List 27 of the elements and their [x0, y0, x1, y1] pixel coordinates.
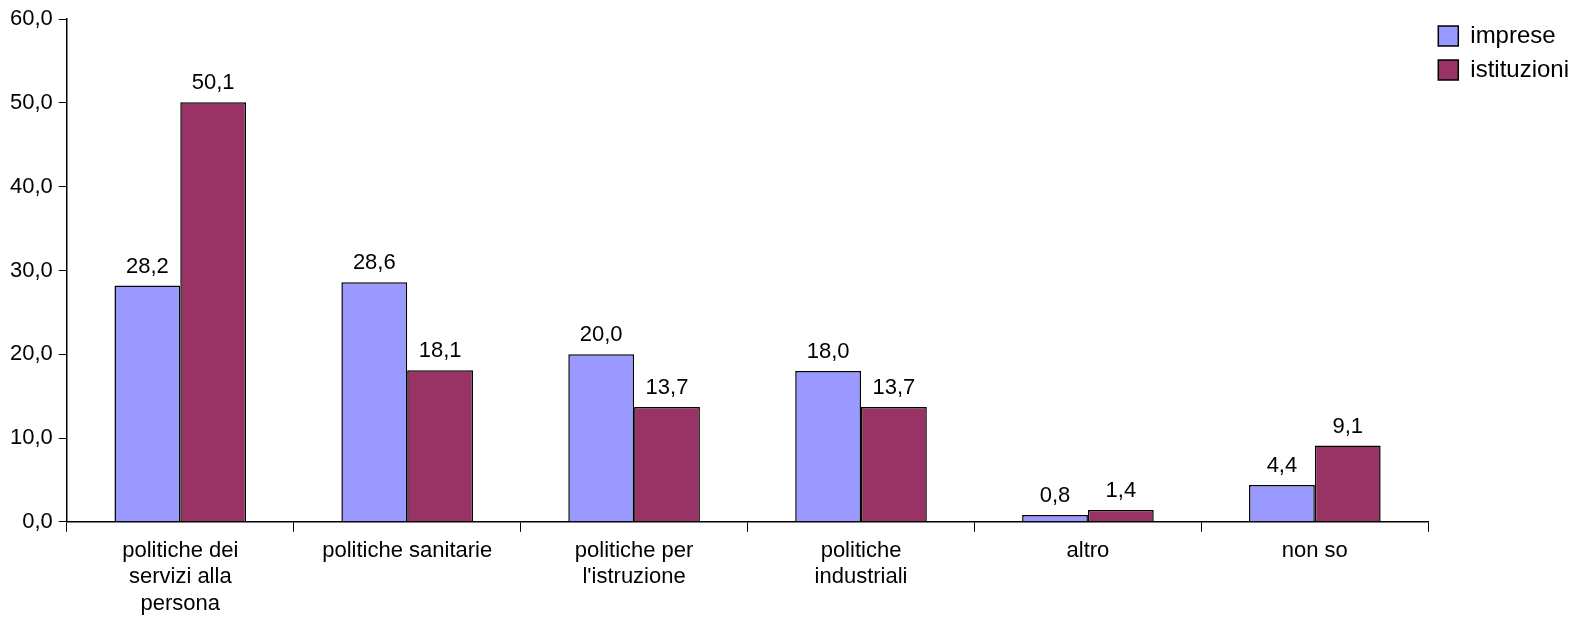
x-tick-label: politiche per l'istruzione — [574, 537, 694, 589]
y-tick-label: 50,0 — [9, 89, 53, 115]
x-tick-label: altro — [1066, 537, 1110, 563]
y-tick-label: 20,0 — [9, 340, 53, 366]
data-label: 13,7 — [872, 374, 916, 400]
data-label: 50,1 — [191, 69, 235, 95]
data-label: 4,4 — [1266, 452, 1298, 478]
x-tick-label: politiche sanitarie — [322, 537, 493, 563]
x-tick-label: politiche dei servizi alla persona — [122, 537, 239, 615]
legend-label: istituzioni — [1470, 54, 1570, 82]
data-label: 28,6 — [352, 249, 396, 275]
data-label: 1,4 — [1105, 477, 1137, 503]
data-label: 13,7 — [645, 374, 689, 400]
data-label: 9,1 — [1332, 412, 1364, 438]
data-label: 20,0 — [579, 321, 623, 347]
y-tick-label: 40,0 — [9, 172, 53, 198]
y-tick-label: 10,0 — [9, 424, 53, 450]
y-tick-label: 0,0 — [22, 507, 53, 533]
x-tick-label: politiche industriali — [814, 537, 908, 589]
data-label: 18,0 — [806, 338, 850, 364]
legend-label: imprese — [1470, 20, 1556, 48]
data-label: 18,1 — [418, 337, 462, 363]
x-tick-label: non so — [1281, 537, 1348, 563]
data-label: 28,2 — [125, 252, 169, 278]
y-tick-label: 60,0 — [9, 5, 53, 31]
data-label: 0,8 — [1039, 482, 1071, 508]
y-tick-label: 30,0 — [9, 256, 53, 282]
